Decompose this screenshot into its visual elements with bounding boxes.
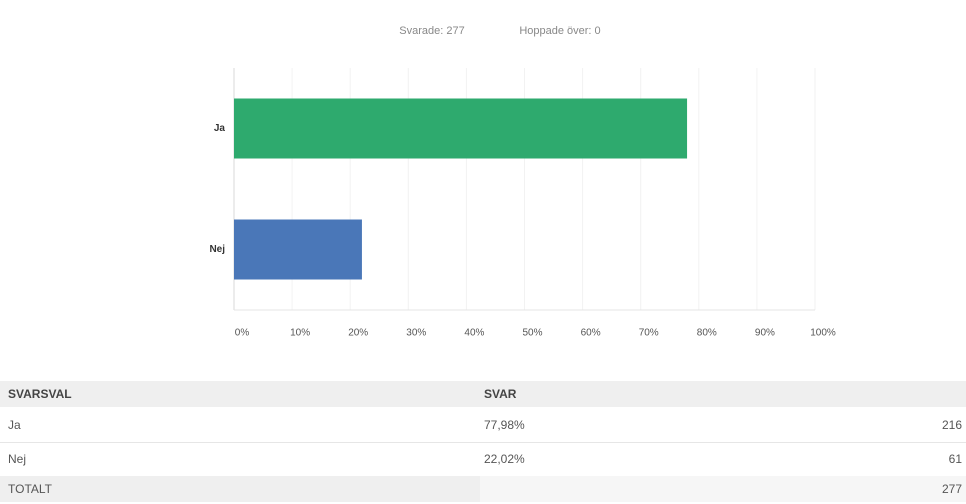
cell: 277 <box>941 482 962 496</box>
x-tick-label: 100% <box>810 328 836 339</box>
header-cell: SVARSVAL <box>8 387 72 401</box>
x-tick-label: 60% <box>581 328 601 339</box>
table: SVARSVAL SVAR Ja 77,98% 216 Nej 22,02% 6… <box>0 381 966 504</box>
chart: Svarade: 277 Hoppade över: 0 0% 10% 20% 30%… <box>209 25 836 339</box>
cell: 22,02% <box>484 451 525 466</box>
x-tick-label: 30% <box>406 328 426 339</box>
cell: TOTALT <box>8 482 53 496</box>
x-tick-label: 90% <box>755 328 775 339</box>
cell: 216 <box>941 417 962 432</box>
x-tick-label: 10% <box>290 328 310 339</box>
x-tick-label: 0% <box>235 328 250 339</box>
answered: Svarade: 277 <box>399 25 464 37</box>
table-row: Ja 77,98% 216 <box>0 409 966 442</box>
skipped: Hoppade över: 0 <box>519 25 600 37</box>
cell: 61 <box>948 451 962 466</box>
cell: 77,98% <box>484 417 525 432</box>
cell: Nej <box>8 451 27 466</box>
total-row: TOTALT 277 <box>0 476 966 504</box>
x-tick-label: 20% <box>348 328 368 339</box>
cell-bg <box>480 476 966 502</box>
x-tick-label: 80% <box>697 328 717 339</box>
x-tick-label: 40% <box>464 328 484 339</box>
cell: Ja <box>8 417 21 432</box>
x-tick-label: 70% <box>639 328 659 339</box>
y-tick-label: Ja <box>214 123 226 134</box>
header-row: SVARSVAL SVAR <box>0 381 966 409</box>
table-row: Nej 22,02% 61 <box>0 442 966 476</box>
x-tick-label: 50% <box>522 328 542 339</box>
bar <box>234 98 688 159</box>
header-cell: SVAR <box>484 387 517 401</box>
bar <box>234 219 362 280</box>
y-tick-label: Nej <box>209 244 225 255</box>
